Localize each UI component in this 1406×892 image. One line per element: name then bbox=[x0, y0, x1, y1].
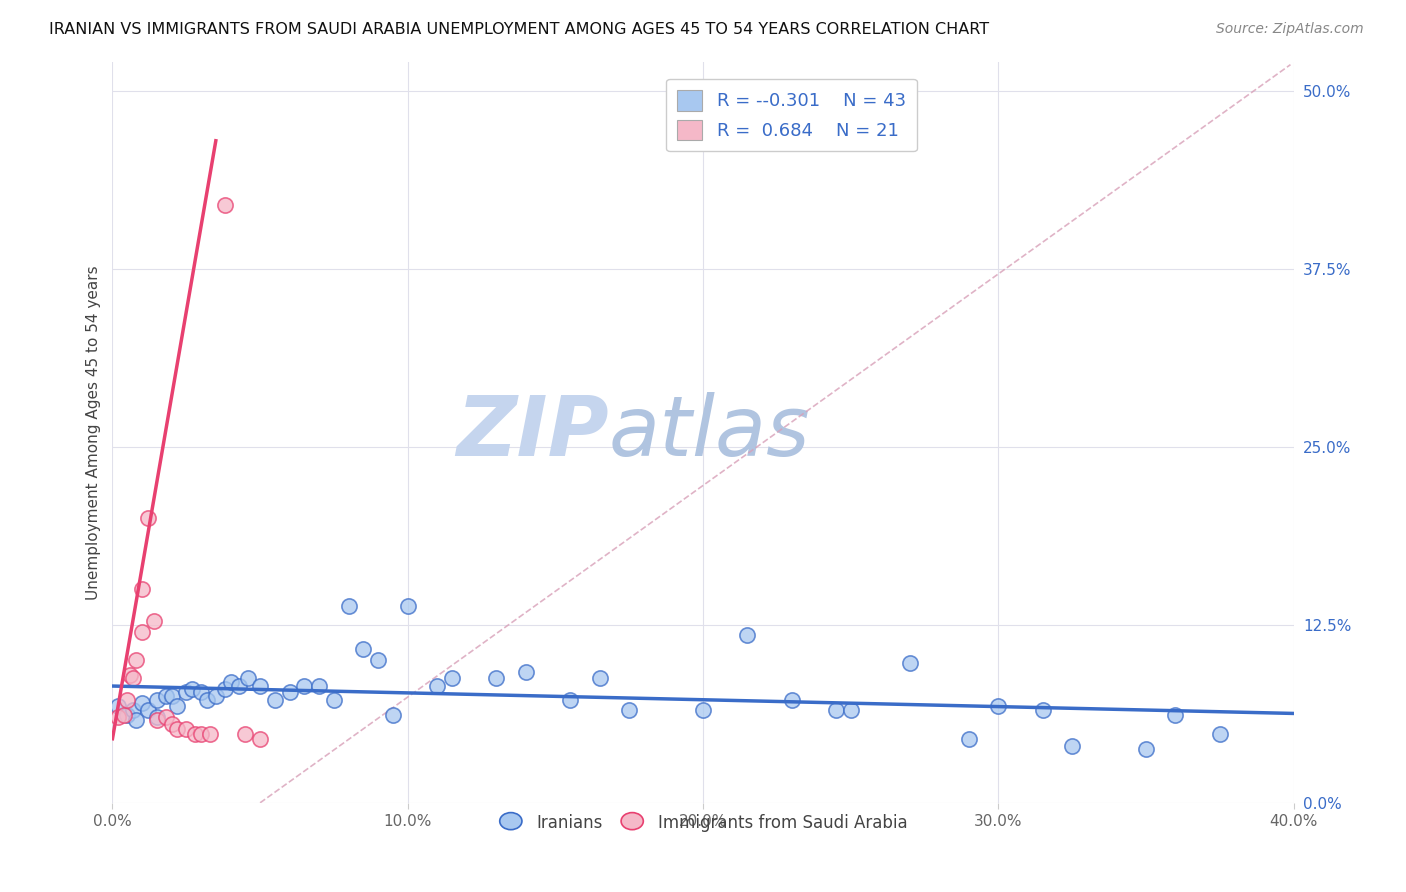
Point bbox=[155, 710, 177, 724]
Point bbox=[558, 693, 582, 707]
Point bbox=[352, 642, 374, 657]
Point bbox=[155, 689, 177, 703]
Point bbox=[214, 198, 236, 212]
Point bbox=[160, 717, 183, 731]
Point bbox=[737, 628, 759, 642]
Legend: Iranians, Immigrants from Saudi Arabia: Iranians, Immigrants from Saudi Arabia bbox=[492, 807, 914, 838]
Point bbox=[117, 707, 138, 722]
Point bbox=[112, 707, 135, 722]
Point bbox=[780, 693, 803, 707]
Point bbox=[181, 681, 204, 696]
Point bbox=[125, 713, 148, 727]
Point bbox=[264, 693, 287, 707]
Point bbox=[1062, 739, 1084, 753]
Point bbox=[1135, 741, 1157, 756]
Point bbox=[198, 727, 221, 741]
Point bbox=[122, 671, 145, 685]
Point bbox=[426, 679, 449, 693]
Point bbox=[117, 693, 138, 707]
Point bbox=[190, 685, 212, 699]
Point bbox=[146, 710, 169, 724]
Point bbox=[184, 727, 207, 741]
Point bbox=[136, 511, 159, 525]
Point bbox=[166, 722, 188, 736]
Point bbox=[515, 665, 537, 679]
Point bbox=[238, 671, 260, 685]
Point bbox=[166, 698, 188, 713]
Point bbox=[1208, 727, 1232, 741]
Point bbox=[131, 582, 153, 597]
Point bbox=[839, 703, 862, 717]
Point bbox=[174, 685, 197, 699]
Point bbox=[396, 599, 419, 614]
Text: atlas: atlas bbox=[609, 392, 810, 473]
Point bbox=[142, 614, 165, 628]
Text: IRANIAN VS IMMIGRANTS FROM SAUDI ARABIA UNEMPLOYMENT AMONG AGES 45 TO 54 YEARS C: IRANIAN VS IMMIGRANTS FROM SAUDI ARABIA … bbox=[49, 22, 990, 37]
Point bbox=[190, 727, 212, 741]
Point bbox=[249, 731, 271, 746]
Text: Source: ZipAtlas.com: Source: ZipAtlas.com bbox=[1216, 22, 1364, 37]
Text: ZIP: ZIP bbox=[456, 392, 609, 473]
Point bbox=[205, 689, 228, 703]
Point bbox=[987, 698, 1010, 713]
Point bbox=[136, 703, 159, 717]
Point bbox=[292, 679, 315, 693]
Point bbox=[228, 679, 250, 693]
Point bbox=[174, 722, 197, 736]
Point bbox=[146, 713, 169, 727]
Point bbox=[588, 671, 610, 685]
Point bbox=[1032, 703, 1054, 717]
Point bbox=[122, 703, 145, 717]
Point bbox=[249, 679, 271, 693]
Point bbox=[367, 653, 389, 667]
Point bbox=[125, 653, 148, 667]
Point bbox=[195, 693, 218, 707]
Point bbox=[824, 703, 846, 717]
Point bbox=[107, 710, 129, 724]
Point bbox=[131, 696, 153, 710]
Point bbox=[485, 671, 508, 685]
Point bbox=[107, 698, 129, 713]
Point bbox=[898, 657, 921, 671]
Point bbox=[214, 681, 236, 696]
Point bbox=[441, 671, 464, 685]
Point bbox=[120, 667, 142, 681]
Point bbox=[131, 624, 153, 639]
Point bbox=[957, 731, 980, 746]
Point bbox=[219, 674, 242, 689]
Point bbox=[337, 599, 360, 614]
Point bbox=[323, 693, 346, 707]
Point bbox=[382, 707, 405, 722]
Y-axis label: Unemployment Among Ages 45 to 54 years: Unemployment Among Ages 45 to 54 years bbox=[86, 265, 101, 600]
Point bbox=[278, 685, 301, 699]
Point bbox=[619, 703, 641, 717]
Point bbox=[308, 679, 330, 693]
Point bbox=[233, 727, 256, 741]
Point bbox=[160, 689, 183, 703]
Point bbox=[1164, 707, 1187, 722]
Point bbox=[146, 693, 169, 707]
Point bbox=[692, 703, 714, 717]
